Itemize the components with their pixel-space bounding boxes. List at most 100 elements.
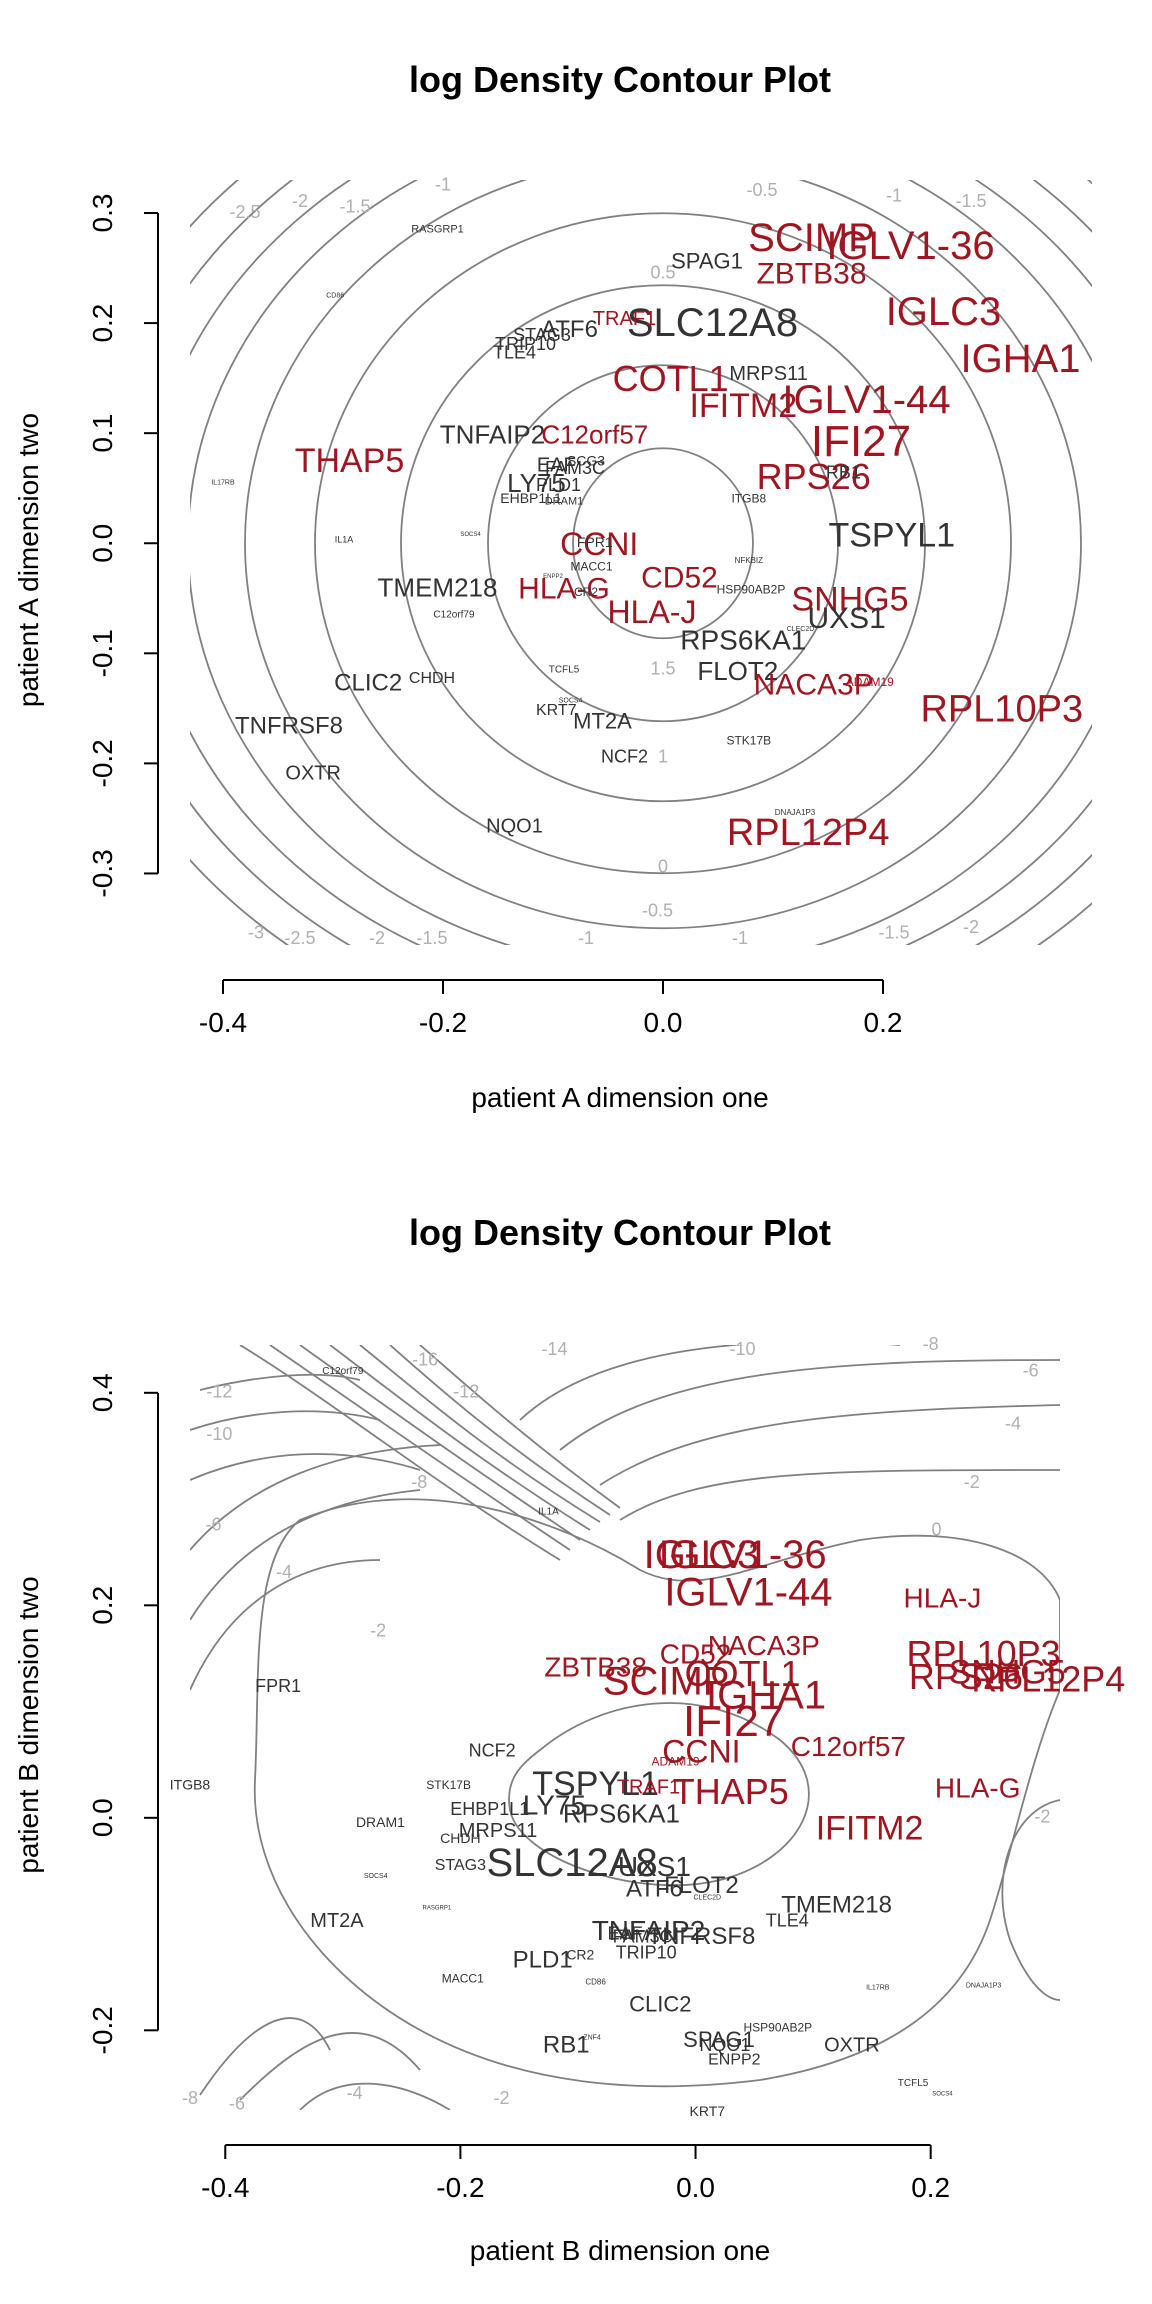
contour-line — [419, 1345, 621, 1509]
gene-label: STAG3 — [513, 325, 571, 345]
contour-level-label: -0.5 — [746, 180, 777, 200]
gene-label: PLD1 — [513, 1947, 573, 1974]
gene-label: MACC1 — [570, 560, 612, 574]
contour-line — [190, 1489, 421, 1621]
contour-line — [239, 2032, 421, 2101]
contour-level-label: -2.5 — [284, 928, 315, 948]
gene-label: TRAF1 — [593, 308, 656, 330]
contour-line — [190, 1444, 441, 1551]
x-tick-label: -0.2 — [419, 1007, 467, 1038]
chart-b-ylabel: patient B dimension two — [13, 1576, 44, 1873]
gene-label: IGHA1 — [960, 337, 1080, 381]
contour-level-label: -6 — [229, 2093, 245, 2113]
gene-label: MRPS11 — [459, 1820, 538, 1842]
gene-label: TCFL5 — [549, 664, 580, 675]
gene-label: TNFRSF8 — [235, 712, 343, 739]
gene-label: ADAM19 — [652, 1755, 700, 1769]
gene-label: ENPP2 — [543, 574, 563, 580]
gene-label: TNFAIP2 — [592, 1915, 706, 1946]
contour-level-label: -12 — [453, 1382, 479, 1402]
contour-line — [508, 1702, 810, 1887]
gene-label: ATF6 — [541, 316, 598, 343]
contour-level-label: -2 — [369, 928, 385, 948]
gene-label: SCIMP — [748, 216, 875, 260]
contour-level-label: 0 — [658, 857, 668, 877]
contour-level-label: -1 — [886, 185, 902, 205]
gene-label: IGLC3 — [644, 1533, 760, 1577]
gene-label: ITGB8 — [170, 1777, 211, 1793]
gene-label: STAG3 — [435, 1857, 486, 1874]
contour-level-label: -2 — [292, 191, 308, 211]
contour-level-label: -4 — [1005, 1413, 1021, 1433]
gene-label: CCNI — [662, 1734, 740, 1770]
gene-label: IGLV1-44 — [782, 378, 950, 422]
panel-a-contours — [190, 180, 1092, 945]
gene-label: RPS6KA1 — [563, 1799, 680, 1829]
gene-label: CLIC2 — [334, 669, 402, 696]
gene-label: COTL1 — [685, 1653, 801, 1694]
contour-line — [299, 2082, 451, 2110]
contour-level-label: -8 — [411, 1472, 427, 1492]
gene-label: ADAM19 — [846, 675, 894, 689]
gene-label: OXTR — [285, 763, 341, 785]
gene-label: SNHG5 — [949, 1653, 1066, 1691]
x-tick-label: -0.4 — [201, 2172, 249, 2203]
gene-label: CLEC2D — [693, 1894, 721, 1901]
gene-label: DRAM1 — [545, 495, 584, 507]
gene-label: SLC12A8 — [627, 301, 798, 345]
contour-level-label: -1.5 — [878, 923, 909, 943]
gene-label: CHDH — [440, 1830, 480, 1846]
gene-label: EHBP1L1 — [450, 1799, 529, 1819]
contour-level-label: -1.5 — [416, 928, 447, 948]
gene-label: EAF — [537, 454, 576, 476]
gene-label: ATF6 — [626, 1875, 683, 1902]
contour-level-label: -3 — [248, 923, 264, 943]
gene-label: TMEM218 — [781, 1891, 892, 1918]
gene-label: CCNI — [560, 526, 638, 562]
contour-level-label: -6 — [206, 1514, 222, 1534]
gene-label: IFI27 — [811, 417, 911, 466]
contour-line — [199, 2017, 331, 2096]
contour-level-label: -6 — [1023, 1360, 1039, 1380]
gene-label: TLE4 — [493, 343, 536, 363]
contour-level-label: -10 — [206, 1424, 232, 1444]
gene-label: NACA3P — [754, 668, 874, 701]
gene-label: RB1 — [826, 463, 861, 483]
gene-label: CR2 — [566, 1947, 594, 1963]
contour-line — [519, 1345, 900, 1421]
contour-line — [299, 1345, 581, 1541]
gene-label: RPL12P4 — [727, 812, 890, 854]
contour-level-label: 1 — [658, 747, 668, 767]
chart-b-xlabel: patient B dimension one — [470, 2235, 770, 2266]
gene-label: HSP90AB2P — [743, 2020, 812, 2034]
contour-line — [619, 1469, 1060, 1521]
gene-label: SOCS4 — [460, 532, 481, 538]
contour-level-label: -10 — [730, 1339, 756, 1359]
gene-label: DNAJA1P3 — [775, 808, 816, 817]
chart-a-xlabel: patient A dimension one — [471, 1082, 768, 1113]
gene-label: ZBTB38 — [756, 258, 866, 291]
gene-label: DRAM1 — [356, 1814, 405, 1830]
contour-level-label: -1 — [435, 174, 451, 194]
gene-label: FLOT2 — [697, 656, 778, 686]
contour-line — [190, 1410, 381, 1431]
gene-label: SOCS4 — [932, 2092, 953, 2098]
x-tick-label: -0.4 — [199, 1007, 247, 1038]
gene-label: TMEM218 — [378, 572, 498, 602]
contour-level-label: -1.5 — [955, 191, 986, 211]
gene-label: TSPYL1 — [532, 1765, 659, 1803]
y-tick-label: -0.2 — [87, 2006, 118, 2054]
gene-label: KRT7 — [690, 2103, 726, 2119]
gene-label: RB1 — [543, 2032, 590, 2059]
gene-label: UXS1 — [808, 602, 886, 635]
gene-label: TNFRSF8 — [647, 1923, 755, 1950]
gene-label: HLA-G — [518, 572, 610, 605]
contour-line — [389, 1345, 611, 1516]
gene-label: TRIP10 — [495, 334, 556, 354]
gene-label: MT2A — [310, 1910, 364, 1932]
gene-label: CHDH — [409, 670, 455, 687]
gene-label: NCF2 — [601, 747, 648, 767]
gene-label: CLIC2 — [629, 1992, 691, 2017]
y-tick-label: 0.4 — [87, 1373, 118, 1412]
